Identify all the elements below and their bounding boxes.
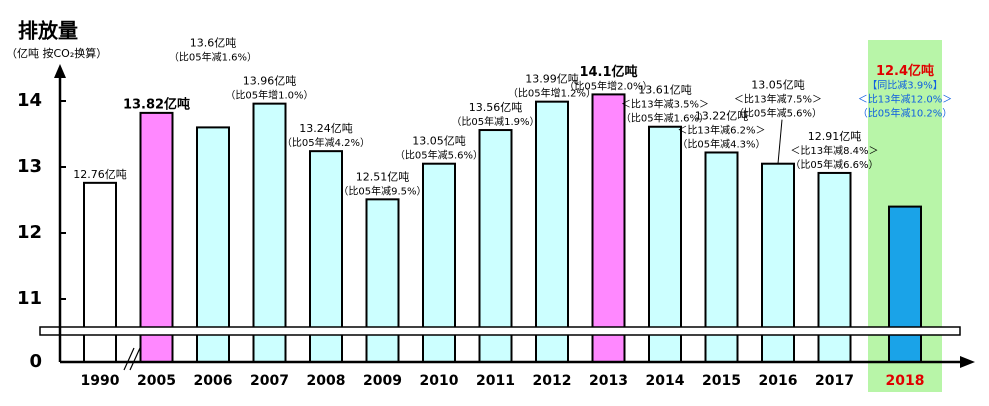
note: （比05年增2.0%） [564, 79, 652, 92]
value-label: 13.6亿吨 [190, 36, 237, 49]
value-label: 13.05亿吨 [412, 135, 466, 148]
leader-line [777, 119, 783, 164]
x-tick-label: 2008 [307, 373, 346, 389]
y-tick-label: 0 [29, 351, 42, 372]
value-label: 12.91亿吨 [808, 130, 862, 143]
value-label: 12.4亿吨 [876, 63, 934, 79]
value-label: 13.99亿吨 [525, 73, 579, 86]
note: （比05年减6.6%） [790, 158, 878, 171]
x-tick-label: 1990 [81, 373, 120, 389]
x-tick-label: 2006 [194, 373, 233, 389]
bar [139, 111, 174, 363]
value-label: 13.22亿吨 [695, 109, 749, 122]
x-arrow [960, 356, 975, 368]
note: （比05年减4.2%） [282, 136, 370, 149]
note: ＜比13年减8.4%＞ [790, 144, 878, 157]
value-label: 12.76亿吨 [73, 168, 127, 181]
x-tick-label: 2012 [533, 373, 572, 389]
note: （比05年增1.0%） [225, 89, 313, 102]
note: （比05年减10.2%） [858, 107, 953, 120]
note: （比05年减1.6%） [621, 112, 709, 125]
value-label: 14.1亿吨 [579, 64, 637, 80]
x-tick-label: 2007 [250, 373, 289, 389]
x-tick-label: 2005 [137, 373, 176, 389]
x-tick-label: 2016 [759, 373, 798, 389]
bar [535, 100, 569, 363]
bar [365, 198, 400, 363]
note: （比05年减5.6%） [734, 107, 822, 120]
y-arrow [54, 64, 66, 78]
chart-subtitle: （亿吨 按CO₂换算） [6, 46, 107, 60]
x-tick-label: 2009 [363, 373, 402, 389]
y-tick-label: 13 [17, 156, 42, 177]
x-tick-label: 2010 [420, 373, 459, 389]
x-tick-label: 2011 [476, 373, 515, 389]
value-label: 13.05亿吨 [751, 79, 805, 92]
y-tick-label: 12 [17, 222, 42, 243]
value-label: 13.24亿吨 [299, 122, 353, 135]
axis-break [39, 326, 961, 336]
bar [252, 102, 287, 363]
value-label: 13.61亿吨 [638, 84, 692, 97]
note: （比05年减9.5%） [338, 184, 426, 197]
bar [888, 205, 922, 363]
note: ＜比13年减6.2%＞ [677, 123, 765, 136]
x-break-mark [123, 347, 141, 371]
note: （比05年减1.6%） [169, 50, 257, 63]
note: 【同比减3.9%】 [867, 80, 942, 92]
chart-title: 排放量 [18, 19, 78, 43]
x-tick-label: 2017 [815, 373, 854, 389]
note: （比05年减4.3%） [677, 137, 765, 150]
bar [591, 93, 626, 364]
x-tick-label: 2015 [702, 373, 741, 389]
note: （比05年增1.2%） [508, 87, 596, 100]
y-tick-label: 11 [17, 288, 42, 309]
x-tick-label: 2018 [886, 373, 925, 389]
value-label: 13.96亿吨 [243, 75, 297, 88]
note: （比05年减1.9%） [451, 115, 539, 128]
x-tick-label: 2013 [589, 373, 628, 389]
note: ＜比13年减12.0%＞ [858, 93, 953, 106]
note: （比05年减5.6%） [395, 149, 483, 162]
value-label: 13.82亿吨 [123, 96, 190, 112]
note: ＜比13年减7.5%＞ [734, 93, 822, 106]
y-tick-label: 14 [17, 90, 42, 111]
value-label: 13.56亿吨 [469, 101, 523, 114]
x-tick-label: 2014 [646, 373, 685, 389]
value-label: 12.51亿吨 [356, 170, 410, 183]
note: ＜比13年减3.5%＞ [621, 98, 709, 111]
